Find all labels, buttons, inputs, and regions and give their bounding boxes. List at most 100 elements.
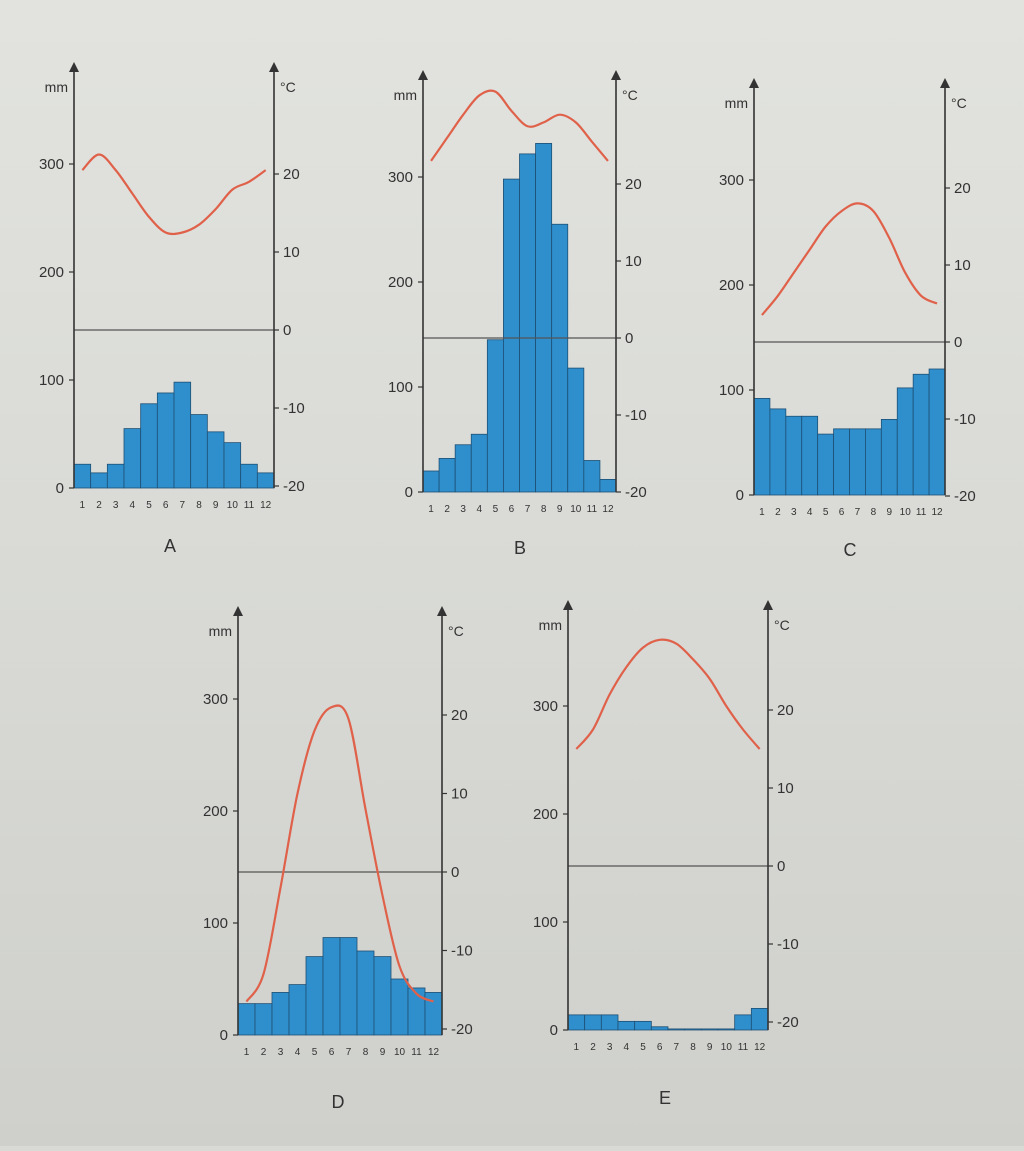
month-tick-label: 9 (557, 504, 563, 515)
precip-bar (223, 442, 242, 489)
month-tick-label: 11 (738, 1042, 749, 1053)
precip-bar (256, 472, 275, 489)
precip-bar (106, 463, 125, 489)
precip-bar (849, 428, 866, 496)
month-tick-label: 6 (509, 504, 515, 515)
precip-bar (288, 984, 307, 1036)
precip-bar (583, 460, 601, 493)
precip-bar (535, 142, 553, 493)
month-tick-label: 6 (329, 1047, 335, 1058)
temperature-curve (81, 153, 267, 236)
temp-tick-label: 20 (283, 166, 300, 183)
temp-tick-label: 0 (954, 334, 962, 351)
precip-bar (240, 463, 258, 489)
precip-bar (617, 1020, 636, 1031)
month-tick-label: 5 (493, 504, 499, 515)
month-tick-label: 2 (96, 500, 102, 511)
month-tick-label: 7 (855, 507, 861, 518)
precip-bar (254, 1003, 273, 1036)
temp-tick-label: -10 (777, 936, 799, 953)
precip-bar (454, 444, 472, 493)
temp-tick-label: 0 (451, 864, 459, 881)
month-tick-label: 2 (444, 504, 450, 515)
temp-tick-label: 10 (451, 786, 468, 803)
month-tick-label: 1 (80, 500, 86, 511)
chart-letter-label: D (332, 1092, 345, 1112)
month-tick-label: 11 (587, 504, 598, 515)
precip-bar (584, 1014, 602, 1031)
month-tick-label: 8 (871, 507, 877, 518)
temperature-curve (575, 638, 761, 750)
temp-tick-label: -10 (283, 400, 305, 417)
temp-tick-label: 10 (625, 253, 642, 270)
precip-bar (339, 937, 358, 1036)
temp-unit-label: °C (951, 95, 967, 111)
precip-bar (600, 1014, 619, 1031)
temp-axis-arrow (611, 70, 621, 80)
month-tick-label: 7 (674, 1042, 680, 1053)
month-tick-label: 6 (163, 500, 169, 511)
precip-bar (567, 1014, 586, 1031)
month-tick-label: 10 (227, 500, 239, 511)
precip-bar (785, 415, 803, 496)
month-tick-label: 8 (196, 500, 202, 511)
precip-tick-label: 200 (533, 806, 558, 823)
chart-letter-label: A (164, 536, 176, 556)
precip-bar (190, 414, 208, 489)
precip-bar (551, 223, 569, 493)
precip-bar (206, 431, 225, 489)
month-tick-label: 3 (278, 1047, 284, 1058)
month-tick-label: 5 (640, 1042, 646, 1053)
temp-tick-label: 20 (451, 707, 468, 724)
month-tick-label: 2 (590, 1042, 596, 1053)
precip-bar (667, 1028, 686, 1031)
precip-unit-label: mm (209, 623, 232, 639)
temp-tick-label: -10 (451, 943, 473, 960)
precip-tick-label: 200 (388, 274, 413, 291)
precip-bar (912, 373, 930, 496)
precip-bar (634, 1020, 652, 1031)
precip-tick-label: 300 (719, 172, 744, 189)
precip-bar (503, 178, 520, 493)
precip-bar (390, 978, 409, 1036)
precip-tick-label: 100 (39, 372, 64, 389)
precip-bar (123, 428, 142, 489)
precip-tick-label: 300 (533, 698, 558, 715)
precip-tick-label: 100 (388, 379, 413, 396)
precip-bar (769, 408, 787, 496)
precip-bar (271, 992, 290, 1036)
precip-tick-label: 300 (388, 169, 413, 186)
month-tick-label: 7 (525, 504, 531, 515)
precip-unit-label: mm (45, 79, 68, 95)
temp-tick-label: -20 (625, 484, 647, 501)
precip-tick-label: 300 (203, 691, 228, 708)
precip-bar (753, 397, 771, 496)
month-tick-label: 9 (213, 500, 219, 511)
precip-bar (322, 937, 341, 1036)
precip-axis-arrow (563, 600, 573, 610)
temp-tick-label: -20 (777, 1014, 799, 1031)
month-tick-label: 1 (244, 1047, 250, 1058)
temperature-curve (430, 89, 609, 162)
precip-tick-label: 200 (203, 803, 228, 820)
month-tick-label: 7 (346, 1047, 352, 1058)
chart-letter-label: B (514, 538, 526, 558)
precip-bar (599, 478, 617, 493)
precip-bar (486, 339, 504, 493)
month-tick-label: 11 (916, 507, 927, 518)
month-tick-label: 2 (775, 507, 781, 518)
precip-bar (140, 403, 158, 489)
precip-bar (734, 1014, 752, 1031)
month-tick-label: 3 (460, 504, 466, 515)
month-tick-label: 12 (931, 507, 943, 518)
temp-tick-label: 0 (777, 858, 785, 875)
temp-unit-label: °C (280, 79, 296, 95)
temp-tick-label: -10 (954, 411, 976, 428)
month-tick-label: 5 (823, 507, 829, 518)
month-tick-label: 7 (180, 500, 186, 511)
precip-tick-label: 100 (533, 914, 558, 931)
